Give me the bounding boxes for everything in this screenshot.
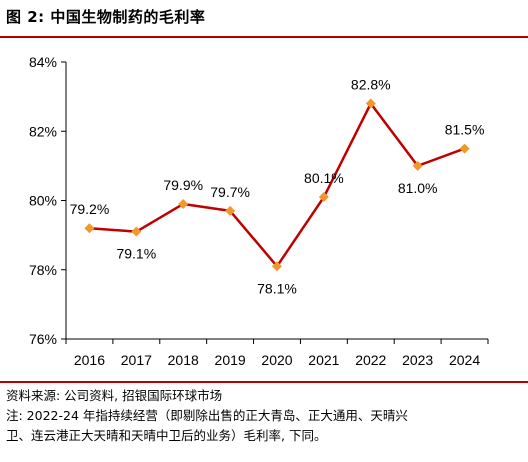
x-tick-label: 2016 [74,352,105,368]
series-group [84,98,470,272]
x-tick-label: 2017 [121,352,152,368]
data-label: 79.1% [116,246,156,262]
y-tick-label: 84% [29,54,57,70]
data-point-marker [225,205,236,216]
x-tick-label: 2022 [355,352,386,368]
data-label: 81.0% [398,180,438,196]
y-tick-label: 80% [29,193,57,209]
x-tick-label: 2023 [402,352,433,368]
note-line-1: 注: 2022-24 年指持续经营（即剔除出售的正大青岛、正大通用、天晴兴 [6,408,408,423]
data-label: 78.1% [257,280,297,296]
y-tick-label: 78% [29,262,57,278]
data-label: 82.8% [351,77,391,93]
data-label: 79.2% [70,201,110,217]
y-tick-label: 82% [29,123,57,139]
top-divider [0,36,528,38]
y-tick-label: 76% [29,331,57,347]
data-label: 79.7% [210,184,250,200]
data-point-marker [178,198,189,209]
axes: 76% 78% 80% 82% 84% 2016 2017 2018 2019 2020 2021 2… [29,54,489,368]
data-point-marker [459,143,470,154]
data-labels: 79.2% 79.1% 79.9% 79.7% 78.1% 80.1% 82.8% 81.0%… [70,77,485,297]
data-point-marker [365,98,376,109]
data-label: 81.5% [445,122,485,138]
data-point-marker [318,192,329,203]
gross-margin-line-chart: 76% 78% 80% 82% 84% 2016 2017 2018 2019 2020 2021 2… [29,54,489,368]
chart-title: 图 2: 中国生物制药的毛利率 [6,8,206,26]
data-label: 80.1% [304,170,344,186]
note-line-2: 卫、连云港正大天晴和天晴中卫后的业务）毛利率, 下同。 [6,428,327,443]
x-tick-label: 2024 [449,352,480,368]
x-tick-label: 2018 [168,352,199,368]
data-point-marker [84,223,95,234]
footnotes: 资料来源: 公司资料, 招银国际环球市场 注: 2022-24 年指持续经营（即… [6,386,524,446]
data-point-marker [272,261,282,272]
source-note: 资料来源: 公司资料, 招银国际环球市场 [6,388,223,403]
x-tick-label: 2020 [261,352,292,368]
x-tick-label: 2019 [215,352,246,368]
data-point-marker [131,226,142,237]
data-point-marker [412,160,423,171]
data-label: 79.9% [163,177,203,193]
bottom-divider [0,381,528,383]
x-tick-label: 2021 [308,352,339,368]
